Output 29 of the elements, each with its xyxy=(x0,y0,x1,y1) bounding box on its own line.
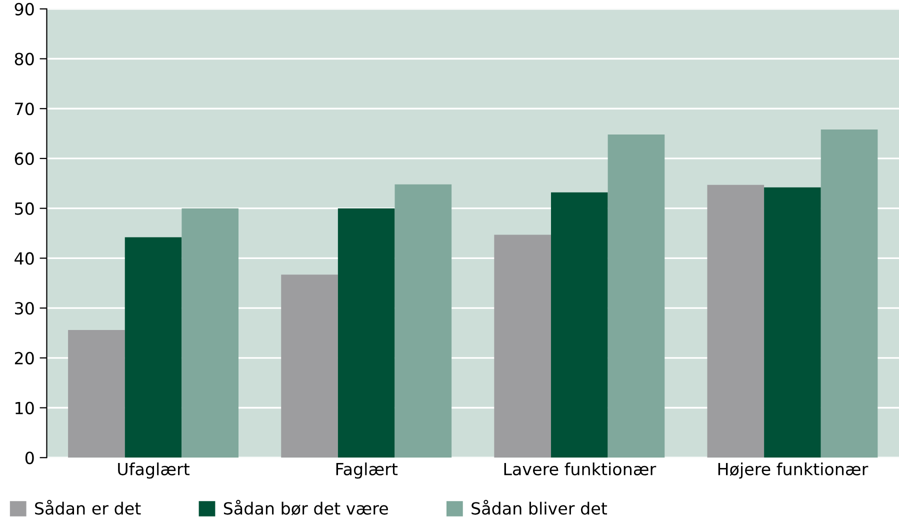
bar xyxy=(124,237,182,458)
y-tick-label: 70 xyxy=(15,102,34,116)
legend-label: Sådan er det xyxy=(35,500,141,515)
legend-label: Sådan bør det være xyxy=(224,500,388,516)
bar xyxy=(820,130,878,458)
y-tick-label: 30 xyxy=(15,302,34,315)
y-tick-label: 0 xyxy=(25,452,34,464)
bar xyxy=(68,330,125,458)
bar xyxy=(281,274,338,458)
y-tick-label: 80 xyxy=(14,52,34,66)
bar xyxy=(394,184,452,458)
y-tick-label: 60 xyxy=(14,152,34,166)
y-tick-label: 40 xyxy=(14,252,34,265)
bar xyxy=(550,192,608,458)
y-tick-label: 20 xyxy=(14,352,34,364)
bar xyxy=(338,208,395,458)
x-tick-label: Faglært xyxy=(336,462,398,479)
bar xyxy=(182,208,239,458)
bar xyxy=(764,187,821,458)
x-tick-label: Højere funktionær xyxy=(718,462,868,479)
x-tick-label: Ufaglært xyxy=(118,462,190,479)
y-tick-label: 90 xyxy=(14,2,34,16)
bar xyxy=(608,134,665,458)
legend-label: Sådan bliver det xyxy=(472,500,608,515)
x-tick-label: Lavere funktionær xyxy=(504,462,656,476)
bar xyxy=(707,184,764,458)
y-tick-label: 50 xyxy=(15,202,34,215)
bar xyxy=(494,234,551,458)
y-tick-label: 10 xyxy=(16,402,34,414)
